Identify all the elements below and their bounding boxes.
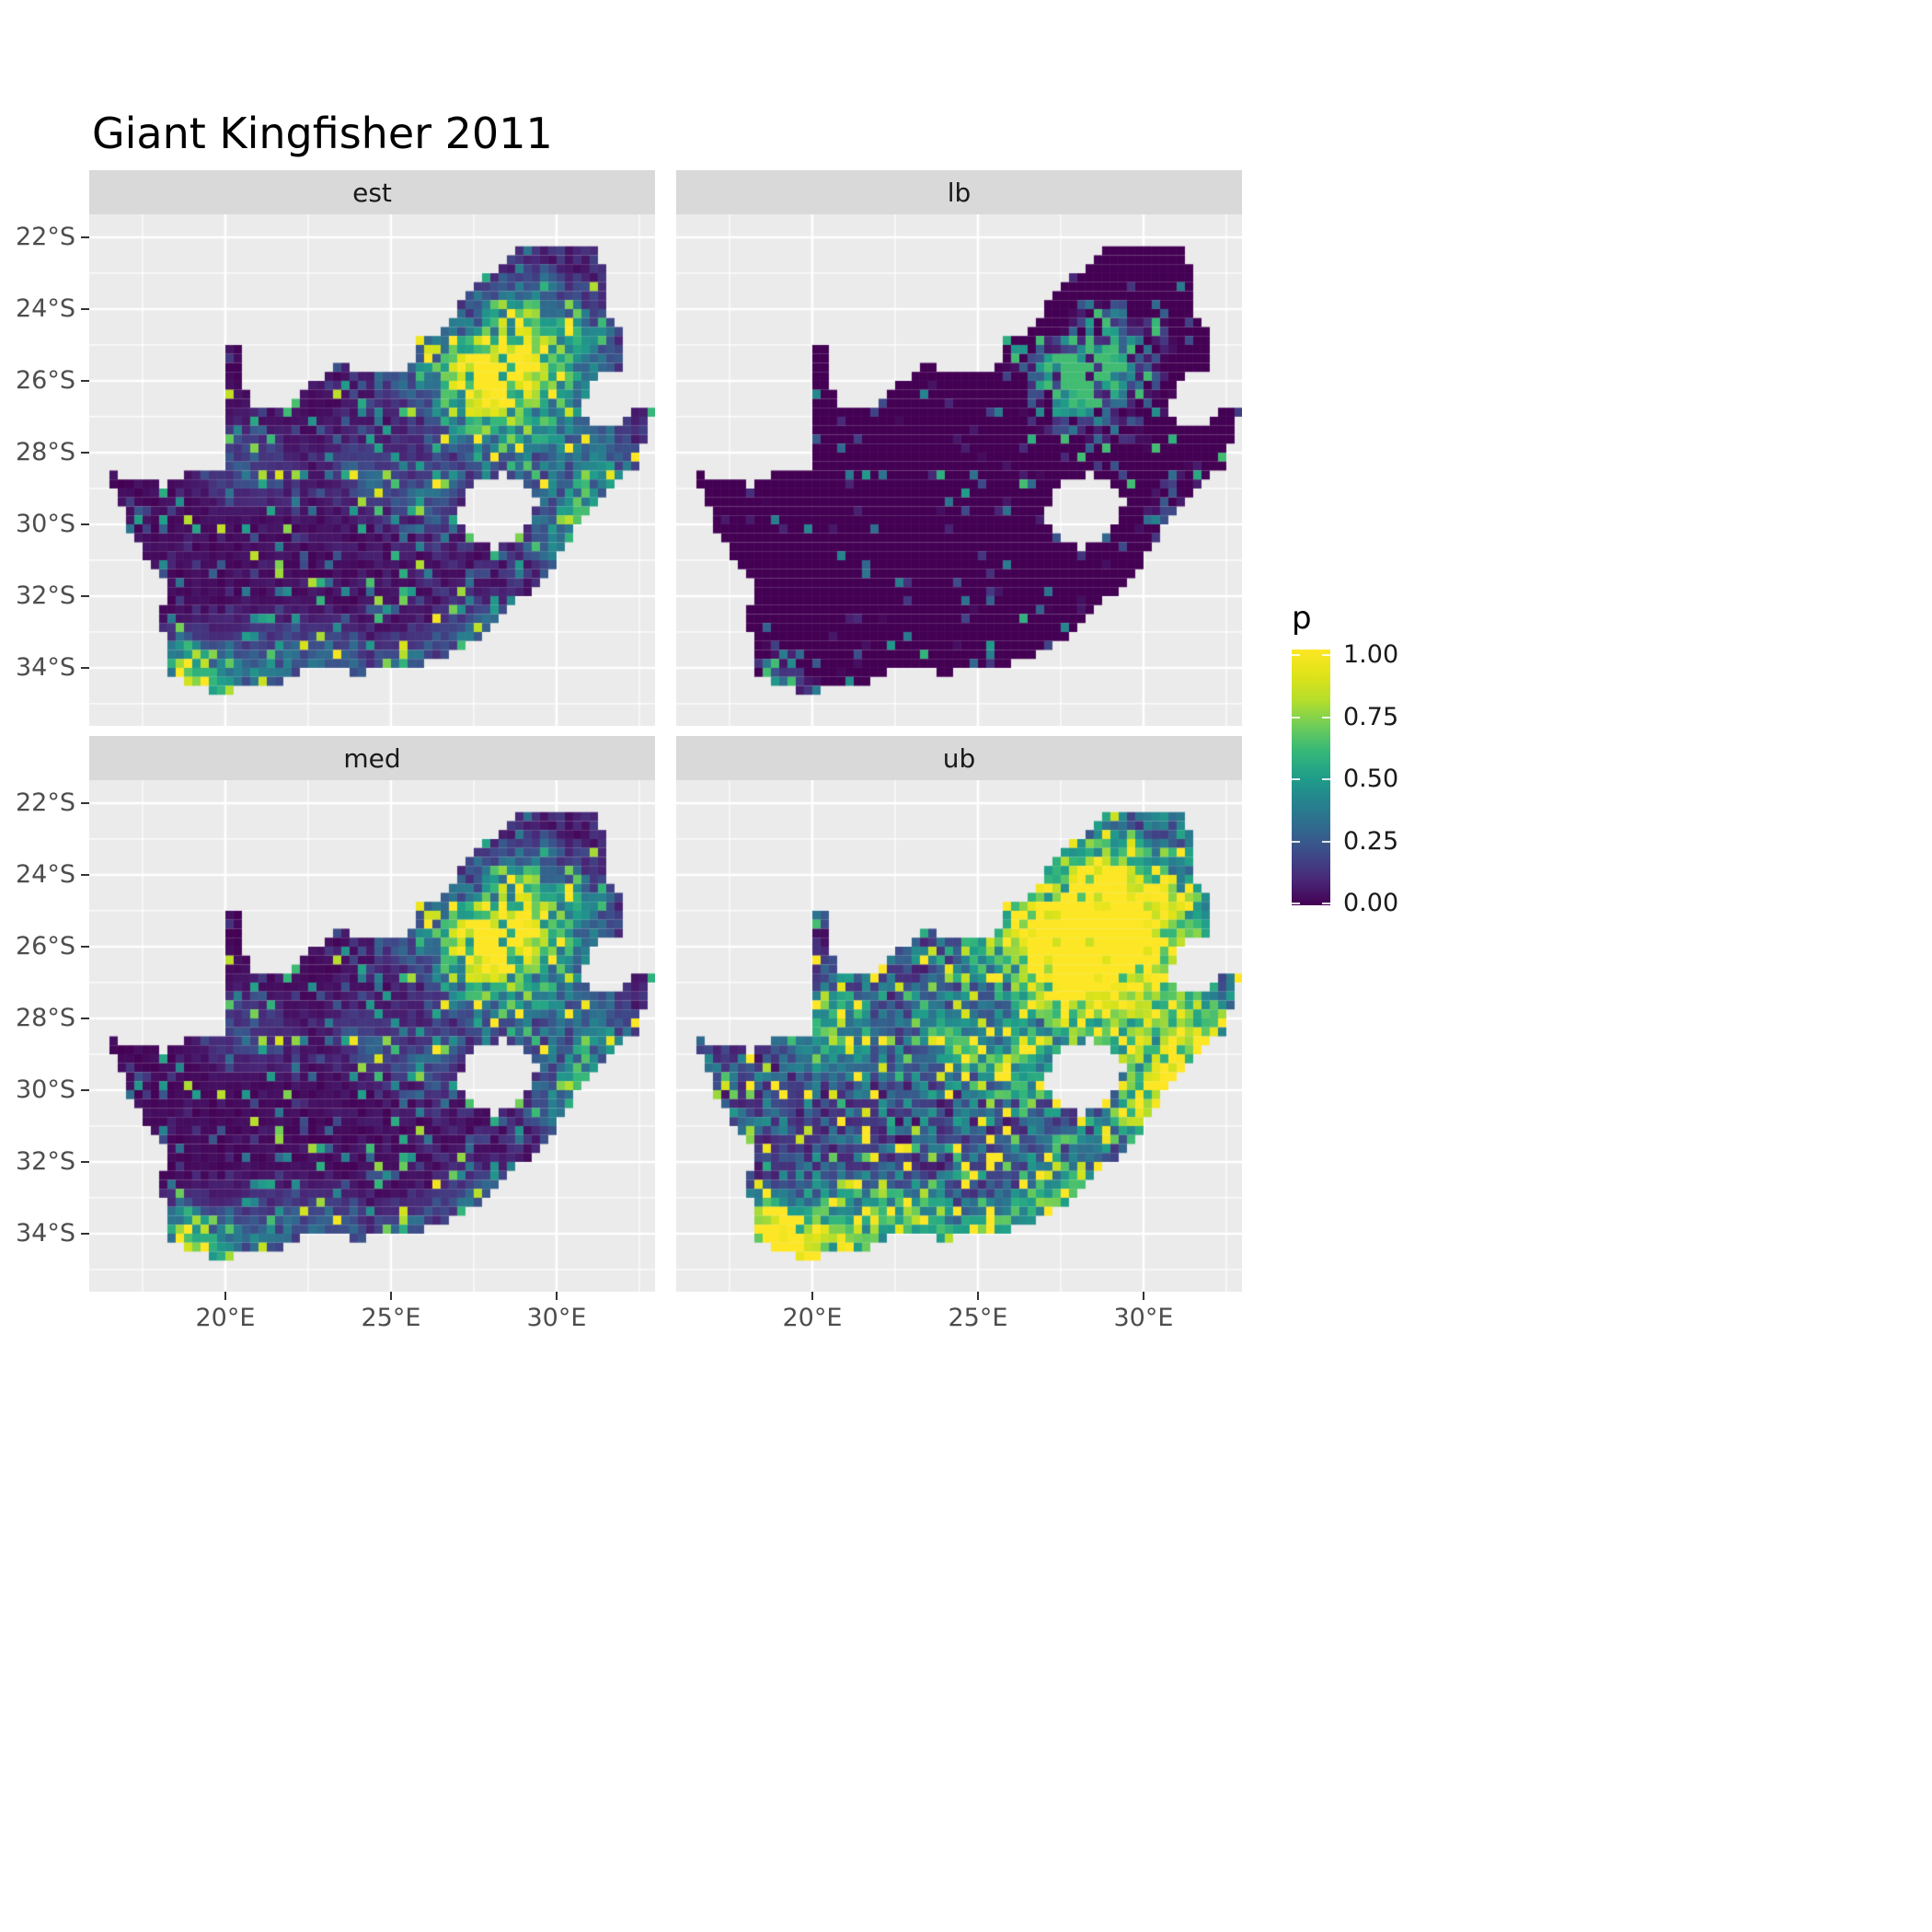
map-panel-ub	[676, 780, 1242, 1292]
legend-tick-label: 0.00	[1343, 889, 1399, 917]
facet-label-ub: ub	[942, 742, 976, 774]
legend-tick-mark	[1322, 903, 1330, 904]
legend-tick-label: 1.00	[1343, 640, 1399, 669]
y-tick-label: 24°S	[16, 859, 75, 889]
y-tick-mark	[81, 1088, 89, 1091]
x-tick-label: 20°E	[782, 1304, 843, 1332]
x-tick-mark	[389, 1292, 392, 1300]
y-tick-label: 30°S	[16, 509, 75, 538]
x-tick-mark	[811, 1292, 813, 1300]
legend-tick-mark	[1322, 840, 1330, 843]
y-tick-label: 32°S	[16, 1146, 75, 1176]
facet-label-est: est	[352, 177, 392, 208]
y-tick-label: 30°S	[16, 1075, 75, 1104]
y-tick-label: 24°S	[16, 293, 75, 323]
legend-tick-mark	[1292, 716, 1300, 719]
x-tick-mark	[224, 1292, 226, 1300]
y-tick-mark	[81, 1232, 89, 1235]
facet-strip-lb: lb	[676, 170, 1242, 214]
legend-colorbar	[1292, 650, 1330, 905]
y-tick-label: 26°S	[16, 931, 75, 960]
legend-tick-mark	[1322, 716, 1330, 719]
y-tick-label: 22°S	[16, 222, 75, 251]
y-tick-mark	[81, 1160, 89, 1163]
y-tick-label: 34°S	[16, 1218, 75, 1248]
y-tick-mark	[81, 594, 89, 597]
y-tick-mark	[81, 801, 89, 804]
y-tick-mark	[81, 379, 89, 382]
legend-tick-mark	[1322, 778, 1330, 780]
legend-tick-mark	[1322, 654, 1330, 656]
y-tick-label: 34°S	[16, 652, 75, 682]
y-tick-label: 26°S	[16, 365, 75, 395]
facet-strip-med: med	[89, 736, 655, 780]
y-tick-label: 28°S	[16, 1003, 75, 1032]
legend-tick-label: 0.75	[1343, 702, 1399, 731]
map-panel-lb	[676, 214, 1242, 726]
x-tick-label: 20°E	[195, 1304, 256, 1332]
legend-tick-mark	[1292, 840, 1300, 843]
x-tick-mark	[555, 1292, 558, 1300]
y-tick-mark	[81, 1017, 89, 1019]
x-tick-mark	[1142, 1292, 1144, 1300]
y-tick-mark	[81, 307, 89, 310]
x-tick-label: 25°E	[948, 1304, 1008, 1332]
map-panel-est	[89, 214, 655, 726]
y-tick-mark	[81, 451, 89, 454]
facet-label-med: med	[343, 742, 401, 774]
map-panel-med	[89, 780, 655, 1292]
y-tick-mark	[81, 666, 89, 669]
legend-tick-label: 0.25	[1343, 826, 1399, 856]
facet-strip-est: est	[89, 170, 655, 214]
legend-tick-mark	[1292, 778, 1300, 780]
x-tick-mark	[976, 1292, 979, 1300]
facet-strip-ub: ub	[676, 736, 1242, 780]
x-tick-label: 25°E	[361, 1304, 421, 1332]
facet-label-lb: lb	[947, 177, 972, 208]
y-tick-mark	[81, 945, 89, 948]
y-tick-mark	[81, 523, 89, 525]
x-tick-label: 30°E	[1113, 1304, 1174, 1332]
legend-title: p	[1292, 600, 1312, 637]
legend-tick-label: 0.50	[1343, 765, 1399, 793]
y-tick-mark	[81, 873, 89, 876]
x-tick-label: 30°E	[526, 1304, 587, 1332]
y-tick-label: 32°S	[16, 581, 75, 610]
y-tick-label: 22°S	[16, 788, 75, 817]
legend-tick-mark	[1292, 654, 1300, 656]
y-tick-mark	[81, 236, 89, 238]
plot-title: Giant Kingfisher 2011	[92, 109, 553, 158]
y-tick-label: 28°S	[16, 437, 75, 466]
legend-tick-mark	[1292, 903, 1300, 904]
